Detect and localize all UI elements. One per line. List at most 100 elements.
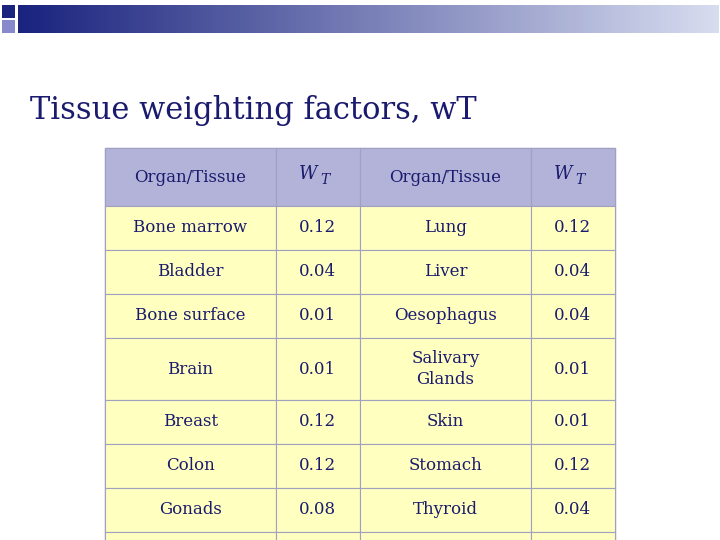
Bar bbox=[578, 5, 582, 33]
Bar bbox=[217, 5, 222, 33]
Bar bbox=[697, 5, 701, 33]
Bar bbox=[298, 5, 302, 33]
Bar bbox=[484, 5, 488, 33]
Bar bbox=[434, 5, 439, 33]
Bar bbox=[197, 5, 201, 33]
Bar bbox=[2, 20, 15, 33]
Bar bbox=[536, 5, 541, 33]
Bar bbox=[91, 5, 96, 33]
Bar bbox=[176, 5, 180, 33]
Bar bbox=[634, 5, 639, 33]
Bar bbox=[531, 206, 615, 250]
Bar bbox=[105, 250, 276, 294]
Bar bbox=[193, 5, 197, 33]
Text: 0.12: 0.12 bbox=[300, 219, 336, 237]
Bar bbox=[501, 5, 505, 33]
Bar bbox=[53, 5, 58, 33]
Bar bbox=[648, 5, 652, 33]
Bar bbox=[63, 5, 68, 33]
Bar bbox=[631, 5, 635, 33]
Bar bbox=[704, 5, 708, 33]
Bar bbox=[32, 5, 37, 33]
Bar bbox=[575, 5, 579, 33]
Bar bbox=[624, 5, 628, 33]
Bar bbox=[701, 5, 705, 33]
Bar bbox=[161, 5, 166, 33]
Bar bbox=[508, 5, 513, 33]
Bar bbox=[270, 5, 274, 33]
Bar bbox=[155, 5, 159, 33]
Bar bbox=[585, 5, 590, 33]
Bar bbox=[413, 5, 418, 33]
Bar bbox=[396, 5, 400, 33]
Bar bbox=[620, 5, 624, 33]
Bar bbox=[35, 5, 40, 33]
Bar bbox=[494, 5, 498, 33]
Bar bbox=[531, 488, 615, 532]
Bar bbox=[302, 5, 306, 33]
Bar bbox=[343, 5, 348, 33]
Bar bbox=[372, 5, 376, 33]
Bar bbox=[238, 5, 243, 33]
Bar bbox=[644, 5, 649, 33]
Text: W: W bbox=[298, 165, 317, 183]
Bar bbox=[42, 5, 47, 33]
Bar bbox=[333, 5, 338, 33]
Bar bbox=[531, 532, 615, 540]
Bar bbox=[564, 5, 569, 33]
Bar bbox=[441, 5, 446, 33]
Bar bbox=[693, 5, 698, 33]
Bar bbox=[360, 532, 531, 540]
Bar bbox=[276, 400, 360, 444]
Text: Salivary
Glands: Salivary Glands bbox=[411, 350, 480, 388]
Bar bbox=[46, 5, 50, 33]
Bar bbox=[655, 5, 660, 33]
Bar bbox=[420, 5, 425, 33]
Bar bbox=[560, 5, 565, 33]
Bar bbox=[480, 5, 485, 33]
Bar bbox=[228, 5, 233, 33]
Text: 0.12: 0.12 bbox=[300, 457, 336, 475]
Bar bbox=[276, 294, 360, 338]
Bar bbox=[84, 5, 89, 33]
Bar bbox=[123, 5, 127, 33]
Bar bbox=[276, 250, 360, 294]
Bar bbox=[200, 5, 204, 33]
Bar bbox=[330, 5, 334, 33]
Bar bbox=[253, 5, 257, 33]
Bar bbox=[130, 5, 135, 33]
Bar bbox=[246, 5, 250, 33]
Text: 0.01: 0.01 bbox=[300, 307, 336, 325]
Bar bbox=[669, 5, 673, 33]
Bar bbox=[616, 5, 621, 33]
Text: 0.01: 0.01 bbox=[300, 361, 336, 377]
Bar bbox=[127, 5, 131, 33]
Bar bbox=[214, 5, 218, 33]
Bar bbox=[428, 5, 432, 33]
Bar bbox=[531, 444, 615, 488]
Bar bbox=[133, 5, 138, 33]
Bar bbox=[498, 5, 502, 33]
Text: Liver: Liver bbox=[423, 264, 467, 280]
Bar bbox=[81, 5, 86, 33]
Bar bbox=[546, 5, 551, 33]
Bar bbox=[340, 5, 344, 33]
Bar bbox=[105, 206, 276, 250]
Bar bbox=[277, 5, 282, 33]
Text: Organ/Tissue: Organ/Tissue bbox=[390, 168, 501, 186]
Text: Breast: Breast bbox=[163, 414, 218, 430]
Bar bbox=[105, 400, 276, 444]
Bar bbox=[137, 5, 142, 33]
Bar bbox=[452, 5, 456, 33]
Bar bbox=[105, 488, 276, 532]
Bar bbox=[613, 5, 618, 33]
Bar bbox=[39, 5, 43, 33]
Bar bbox=[550, 5, 554, 33]
Text: Thyroid: Thyroid bbox=[413, 502, 478, 518]
Bar bbox=[543, 5, 547, 33]
Bar bbox=[477, 5, 481, 33]
Text: Colon: Colon bbox=[166, 457, 215, 475]
Bar bbox=[385, 5, 390, 33]
Bar bbox=[281, 5, 285, 33]
Bar bbox=[358, 5, 362, 33]
